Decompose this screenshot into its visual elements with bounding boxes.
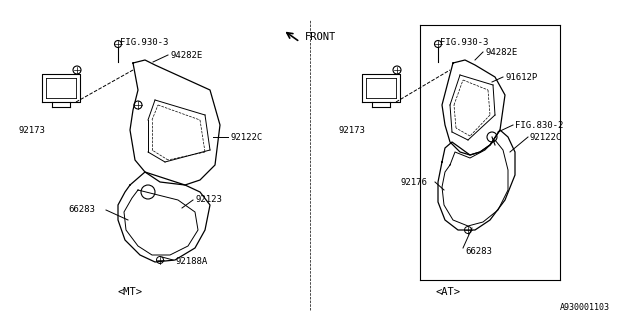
Text: 92173: 92173 (338, 125, 365, 134)
Text: <MT>: <MT> (118, 287, 143, 297)
Text: 92122C: 92122C (230, 132, 262, 141)
Text: 92122C: 92122C (530, 132, 563, 141)
Text: 66283: 66283 (68, 205, 95, 214)
Text: FIG.830-2: FIG.830-2 (515, 121, 563, 130)
Text: 92188A: 92188A (175, 258, 207, 267)
Text: 92123: 92123 (195, 196, 222, 204)
Text: A930001103: A930001103 (560, 303, 610, 313)
Text: 94282E: 94282E (485, 47, 517, 57)
Text: FIG.930-3: FIG.930-3 (440, 37, 488, 46)
Text: <AT>: <AT> (435, 287, 461, 297)
Text: 92173: 92173 (18, 125, 45, 134)
Text: 66283: 66283 (465, 247, 492, 257)
Text: FRONT: FRONT (305, 32, 336, 42)
Text: 91612P: 91612P (505, 73, 537, 82)
Text: FIG.930-3: FIG.930-3 (120, 37, 168, 46)
Text: 94282E: 94282E (170, 51, 202, 60)
Text: 92176: 92176 (400, 178, 427, 187)
